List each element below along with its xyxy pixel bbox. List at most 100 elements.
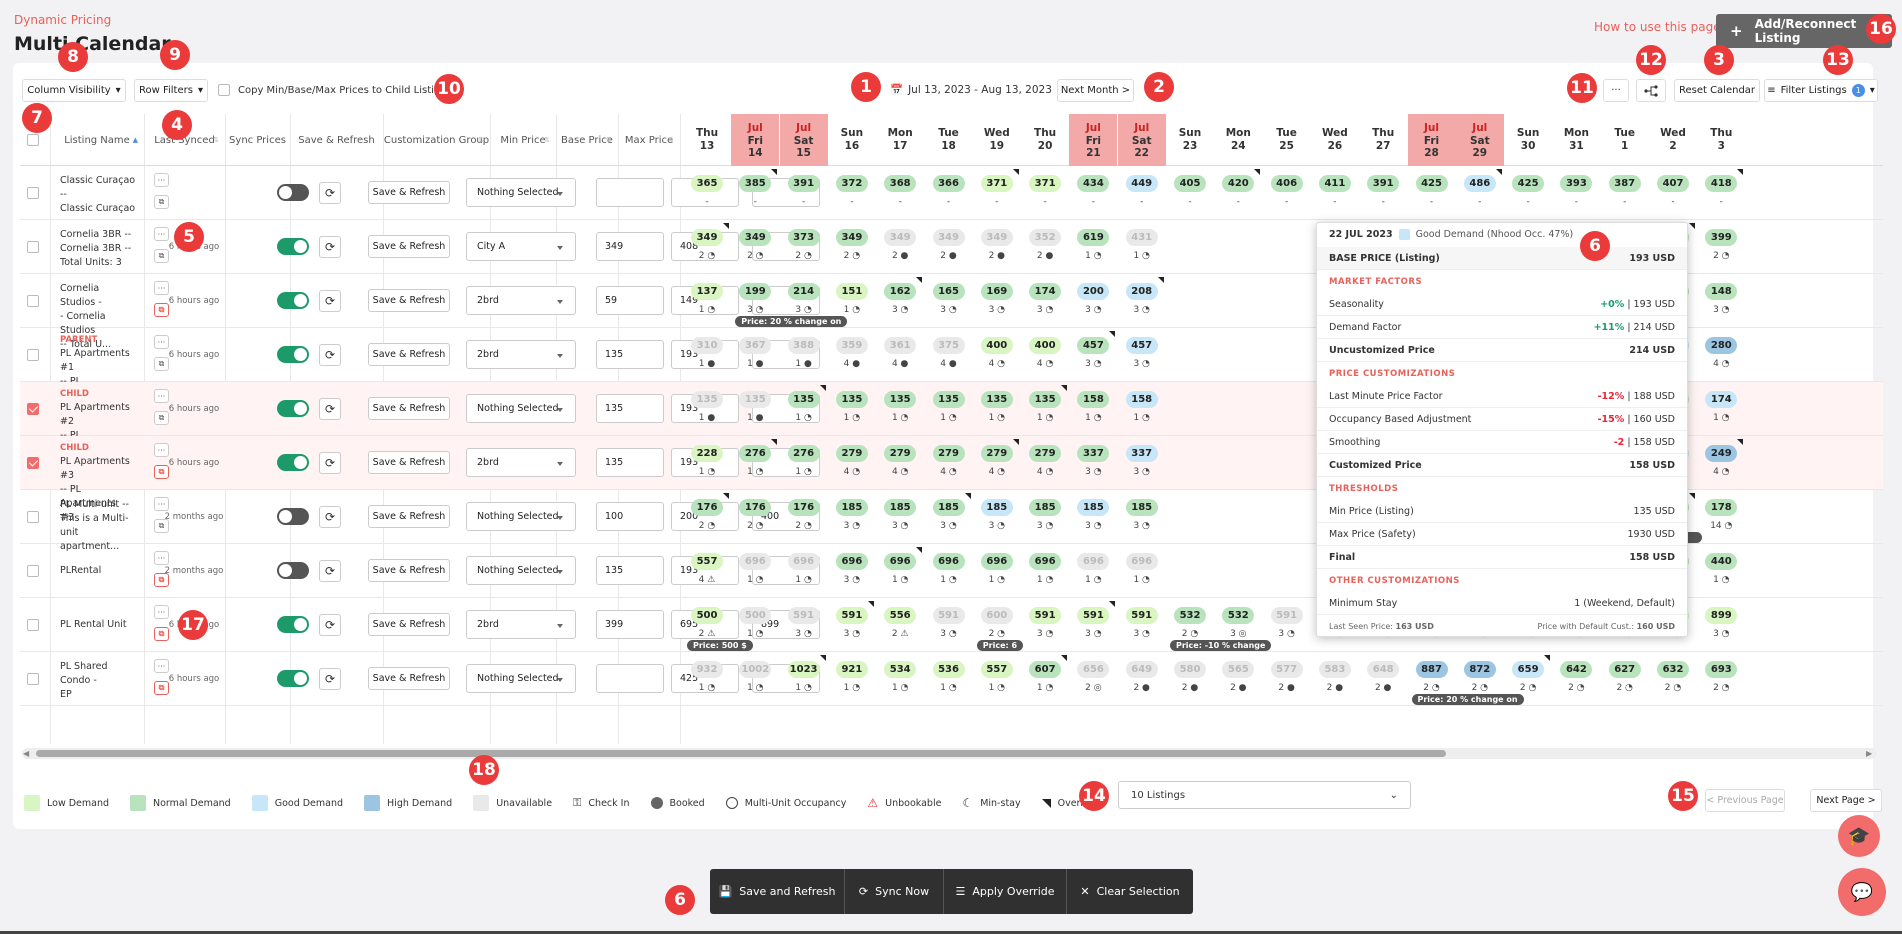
row-more-button[interactable]: ··· bbox=[154, 659, 169, 673]
row-checkbox[interactable] bbox=[27, 457, 39, 469]
price-cell[interactable]: 279 bbox=[1029, 445, 1062, 462]
sync-prices-toggle[interactable] bbox=[277, 508, 309, 525]
date-header[interactable]: Tue 1 bbox=[1601, 114, 1649, 166]
price-cell[interactable]: 431 bbox=[1125, 229, 1158, 246]
customization-group-select[interactable]: 2brd bbox=[466, 286, 576, 315]
row-more-button[interactable]: ··· bbox=[154, 173, 169, 187]
price-cell[interactable]: 169 bbox=[980, 283, 1013, 300]
price-cell[interactable]: 387 bbox=[1608, 175, 1641, 192]
price-cell[interactable]: 135 bbox=[787, 391, 820, 408]
price-cell[interactable]: 591 bbox=[1125, 607, 1158, 624]
reset-calendar-button[interactable]: Reset Calendar bbox=[1674, 79, 1760, 102]
horizontal-scrollbar[interactable] bbox=[22, 748, 1877, 759]
price-cell[interactable]: 359 bbox=[835, 337, 868, 354]
customization-group-select[interactable]: Nothing Selected bbox=[466, 556, 576, 585]
sort-icon[interactable]: ⇅ bbox=[544, 136, 550, 144]
price-cell[interactable]: 352 bbox=[1029, 229, 1062, 246]
price-cell[interactable]: 135 bbox=[835, 391, 868, 408]
price-cell[interactable]: 185 bbox=[980, 499, 1013, 516]
scrollbar-thumb[interactable] bbox=[36, 750, 1446, 757]
column-header-min-price[interactable]: Min Price ⇅ bbox=[490, 114, 556, 166]
sync-icon[interactable]: ⟳ bbox=[319, 290, 341, 312]
price-cell[interactable]: 420 bbox=[1222, 175, 1255, 192]
price-cell[interactable]: 648 bbox=[1367, 661, 1400, 678]
price-cell[interactable]: 135 bbox=[884, 391, 917, 408]
price-cell[interactable]: 591 bbox=[1270, 607, 1303, 624]
price-cell[interactable]: 337 bbox=[1125, 445, 1158, 462]
price-cell[interactable]: 932 bbox=[691, 661, 723, 678]
price-cell[interactable]: 418 bbox=[1705, 175, 1738, 192]
price-cell[interactable]: 279 bbox=[835, 445, 868, 462]
listing-name[interactable]: Cornelia Studios - - Cornelia Studios -- T… bbox=[60, 282, 136, 352]
price-cell[interactable]: 557 bbox=[980, 661, 1013, 678]
sync-prices-toggle[interactable] bbox=[277, 184, 309, 201]
price-cell[interactable]: 365 bbox=[691, 175, 723, 192]
sync-prices-toggle[interactable] bbox=[277, 670, 309, 687]
price-cell[interactable]: 199 bbox=[739, 283, 772, 300]
tutorial-icon[interactable]: 🎓 bbox=[1838, 815, 1880, 857]
date-header[interactable]: Wed 26 bbox=[1311, 114, 1359, 166]
date-header[interactable]: Sun 16 bbox=[828, 114, 876, 166]
column-header-max-price[interactable]: Max Price ⇅ bbox=[618, 114, 680, 166]
price-cell[interactable]: 151 bbox=[835, 283, 868, 300]
price-cell[interactable]: 696 bbox=[980, 553, 1013, 570]
price-cell[interactable]: 400 bbox=[980, 337, 1013, 354]
price-cell[interactable]: 371 bbox=[980, 175, 1013, 192]
sync-prices-toggle[interactable] bbox=[277, 400, 309, 417]
row-checkbox[interactable] bbox=[27, 349, 39, 361]
column-header-last-synced[interactable]: Last Synced ⇅ bbox=[144, 114, 225, 166]
listing-name[interactable]: PLRental bbox=[60, 564, 136, 578]
price-cell[interactable]: 642 bbox=[1560, 661, 1593, 678]
price-cell[interactable]: 649 bbox=[1125, 661, 1158, 678]
sort-icon[interactable]: ⇅ bbox=[213, 136, 219, 144]
listing-link-icon[interactable]: ⧉ bbox=[154, 681, 169, 695]
column-header-custom-group[interactable]: Customization Group ⇅ bbox=[383, 114, 490, 166]
sort-icon[interactable]: ⇅ bbox=[478, 136, 484, 144]
price-cell[interactable]: 600 bbox=[980, 607, 1013, 624]
price-cell[interactable]: 693 bbox=[1705, 661, 1738, 678]
date-header[interactable]: Wed 2 bbox=[1649, 114, 1697, 166]
column-visibility-button[interactable]: Column Visibility ▾ bbox=[22, 79, 126, 102]
listing-name[interactable]: Cornelia 3BR -- Cornelia 3BR -- Total Unit… bbox=[60, 228, 136, 270]
price-cell[interactable]: 607 bbox=[1029, 661, 1062, 678]
price-cell[interactable]: 185 bbox=[1125, 499, 1158, 516]
price-cell[interactable]: 486 bbox=[1463, 175, 1496, 192]
price-cell[interactable]: 532 bbox=[1174, 607, 1206, 624]
customization-group-select[interactable]: Nothing Selected bbox=[466, 502, 576, 531]
listing-name[interactable]: PL Shared Condo - EP bbox=[60, 660, 136, 702]
price-cell[interactable]: 185 bbox=[1077, 499, 1110, 516]
price-cell[interactable]: 388 bbox=[787, 337, 820, 354]
price-cell[interactable]: 656 bbox=[1077, 661, 1110, 678]
price-cell[interactable]: 536 bbox=[932, 661, 965, 678]
price-cell[interactable]: 393 bbox=[1560, 175, 1593, 192]
price-cell[interactable]: 407 bbox=[1657, 175, 1689, 192]
date-header[interactable]: Jul Sat 15 bbox=[779, 114, 828, 166]
scroll-right-icon[interactable]: ▶ bbox=[1866, 749, 1873, 758]
price-cell[interactable]: 591 bbox=[1029, 607, 1062, 624]
price-cell[interactable]: 372 bbox=[835, 175, 868, 192]
save-refresh-button[interactable]: Save & Refresh bbox=[368, 181, 450, 204]
column-header-save-refresh[interactable]: Save & Refresh bbox=[290, 114, 383, 166]
price-cell[interactable]: 1023 bbox=[787, 661, 820, 678]
price-cell[interactable]: 361 bbox=[884, 337, 917, 354]
min-price-input[interactable]: 349 bbox=[596, 232, 664, 261]
price-cell[interactable]: 406 bbox=[1270, 175, 1303, 192]
price-cell[interactable]: 276 bbox=[787, 445, 820, 462]
row-more-button[interactable]: ··· bbox=[154, 443, 169, 457]
save-refresh-button[interactable]: Save & Refresh bbox=[368, 235, 450, 258]
min-price-input[interactable]: 135 bbox=[596, 340, 664, 369]
customization-group-select[interactable]: Nothing Selected bbox=[466, 394, 576, 423]
price-cell[interactable]: 349 bbox=[980, 229, 1013, 246]
price-cell[interactable]: 500 bbox=[739, 607, 772, 624]
sync-prices-toggle[interactable] bbox=[277, 292, 309, 309]
sync-now-button[interactable]: ⟳ Sync Now bbox=[845, 869, 944, 914]
sync-icon[interactable]: ⟳ bbox=[319, 398, 341, 420]
price-cell[interactable]: 176 bbox=[691, 499, 723, 516]
date-header[interactable]: Jul Sat 29 bbox=[1455, 114, 1504, 166]
price-cell[interactable]: 349 bbox=[884, 229, 917, 246]
date-header[interactable]: Thu 3 bbox=[1697, 114, 1745, 166]
price-cell[interactable]: 185 bbox=[835, 499, 868, 516]
date-header[interactable]: Sun 23 bbox=[1166, 114, 1214, 166]
price-cell[interactable]: 577 bbox=[1270, 661, 1303, 678]
price-cell[interactable]: 591 bbox=[1077, 607, 1110, 624]
